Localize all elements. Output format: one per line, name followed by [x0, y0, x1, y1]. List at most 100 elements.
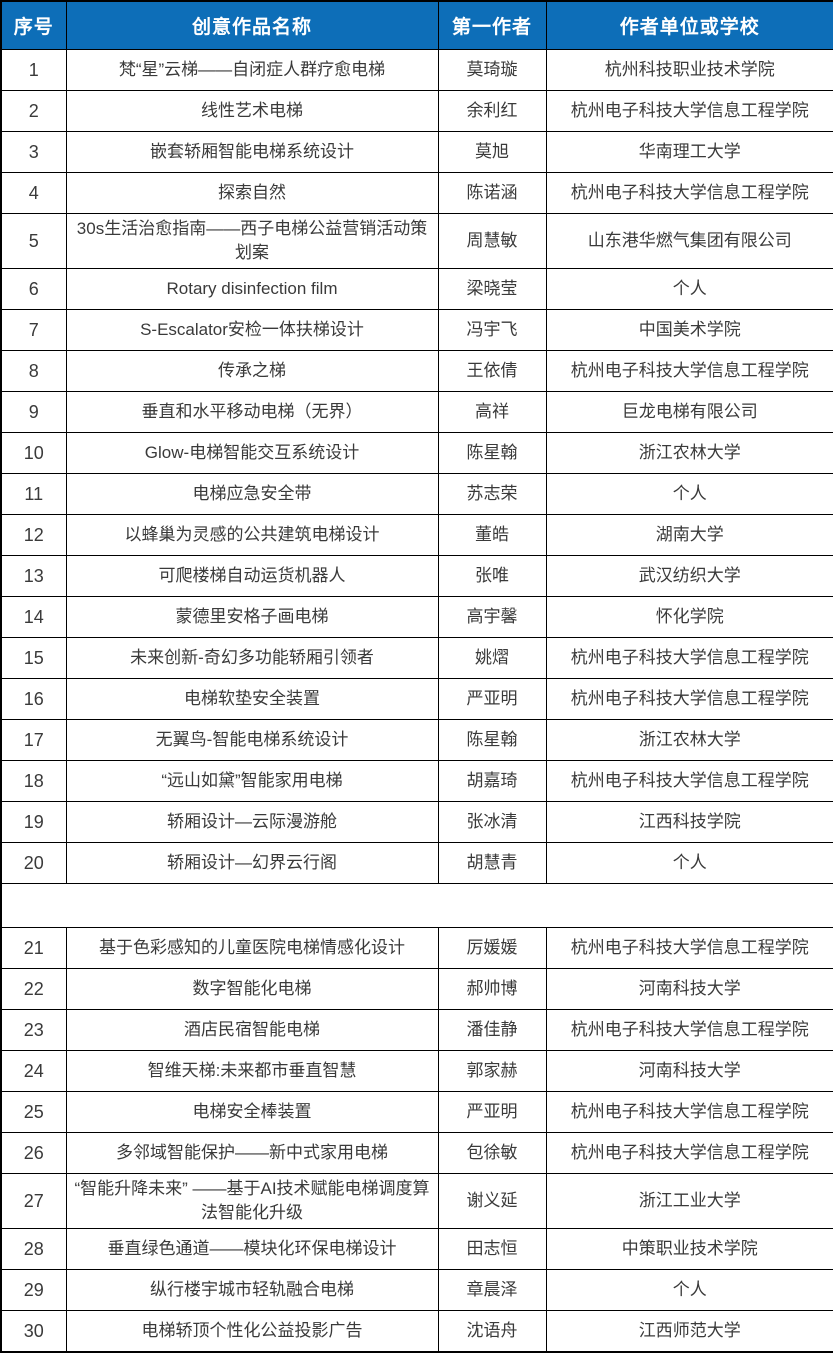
cell-title: Rotary disinfection film	[65, 268, 439, 310]
cell-author: 高宇馨	[437, 596, 547, 638]
cell-title: “远山如黛”智能家用电梯	[65, 760, 439, 802]
cell-title: 电梯应急安全带	[65, 473, 439, 515]
table-header: 序号 创意作品名称 第一作者 作者单位或学校	[0, 0, 833, 50]
cell-org: 浙江农林大学	[545, 432, 833, 474]
cell-org: 巨龙电梯有限公司	[545, 391, 833, 433]
cell-title: 探索自然	[65, 172, 439, 214]
cell-title: 基于色彩感知的儿童医院电梯情感化设计	[65, 927, 439, 969]
cell-author: 田志恒	[437, 1228, 547, 1270]
cell-title: Glow-电梯智能交互系统设计	[65, 432, 439, 474]
cell-org: 杭州电子科技大学信息工程学院	[545, 927, 833, 969]
cell-title: 电梯软垫安全装置	[65, 678, 439, 720]
cell-index: 22	[0, 968, 67, 1010]
cell-title: 以蜂巢为灵感的公共建筑电梯设计	[65, 514, 439, 556]
cell-author: 潘佳静	[437, 1009, 547, 1051]
cell-org: 杭州电子科技大学信息工程学院	[545, 350, 833, 392]
table-row: 6 Rotary disinfection film 梁晓莹 个人	[0, 268, 833, 310]
cell-author: 莫琦璇	[437, 49, 547, 91]
cell-title: 酒店民宿智能电梯	[65, 1009, 439, 1051]
cell-author: 冯宇飞	[437, 309, 547, 351]
cell-title: 电梯安全棒装置	[65, 1091, 439, 1133]
cell-org: 杭州电子科技大学信息工程学院	[545, 90, 833, 132]
empty-spacer-cell	[0, 883, 833, 928]
cell-org: 浙江农林大学	[545, 719, 833, 761]
table-row: 4 探索自然 陈诺涵 杭州电子科技大学信息工程学院	[0, 172, 833, 214]
header-row: 序号 创意作品名称 第一作者 作者单位或学校	[0, 0, 833, 50]
cell-index: 4	[0, 172, 67, 214]
cell-index: 6	[0, 268, 67, 310]
cell-author: 陈星翰	[437, 432, 547, 474]
cell-org: 中国美术学院	[545, 309, 833, 351]
cell-index: 3	[0, 131, 67, 173]
table-row: 9 垂直和水平移动电梯（无界） 高祥 巨龙电梯有限公司	[0, 391, 833, 433]
cell-title: 数字智能化电梯	[65, 968, 439, 1010]
cell-title: 蒙德里安格子画电梯	[65, 596, 439, 638]
cell-title: 嵌套轿厢智能电梯系统设计	[65, 131, 439, 173]
cell-index: 26	[0, 1132, 67, 1174]
cell-author: 陈星翰	[437, 719, 547, 761]
table-row: 12 以蜂巢为灵感的公共建筑电梯设计 董皓 湖南大学	[0, 514, 833, 556]
table-row: 16 电梯软垫安全装置 严亚明 杭州电子科技大学信息工程学院	[0, 678, 833, 720]
cell-org: 杭州科技职业技术学院	[545, 49, 833, 91]
cell-title: 电梯轿顶个性化公益投影广告	[65, 1310, 439, 1352]
cell-org: 河南科技大学	[545, 968, 833, 1010]
cell-author: 姚熠	[437, 637, 547, 679]
cell-org: 杭州电子科技大学信息工程学院	[545, 1091, 833, 1133]
column-header-title: 创意作品名称	[65, 0, 439, 50]
cell-title: 垂直和水平移动电梯（无界）	[65, 391, 439, 433]
cell-author: 严亚明	[437, 1091, 547, 1133]
cell-org: 杭州电子科技大学信息工程学院	[545, 1132, 833, 1174]
cell-index: 30	[0, 1310, 67, 1352]
table-row: 30 电梯轿顶个性化公益投影广告 沈语舟 江西师范大学	[0, 1310, 833, 1352]
cell-author: 周慧敏	[437, 213, 547, 269]
table-row: 15 未来创新-奇幻多功能轿厢引领者 姚熠 杭州电子科技大学信息工程学院	[0, 637, 833, 679]
table-row: 28 垂直绿色通道——模块化环保电梯设计 田志恒 中策职业技术学院	[0, 1228, 833, 1270]
cell-index: 14	[0, 596, 67, 638]
table-row: 25 电梯安全棒装置 严亚明 杭州电子科技大学信息工程学院	[0, 1091, 833, 1133]
table-row: 24 智维天梯:未来都市垂直智慧 郭家赫 河南科技大学	[0, 1050, 833, 1092]
cell-index: 20	[0, 842, 67, 884]
cell-title: 轿厢设计—幻界云行阁	[65, 842, 439, 884]
cell-org: 个人	[545, 473, 833, 515]
cell-index: 19	[0, 801, 67, 843]
cell-org: 中策职业技术学院	[545, 1228, 833, 1270]
cell-title: 传承之梯	[65, 350, 439, 392]
cell-org: 浙江工业大学	[545, 1173, 833, 1229]
cell-index: 28	[0, 1228, 67, 1270]
cell-index: 23	[0, 1009, 67, 1051]
table-row: 29 纵行楼宇城市轻轨融合电梯 章晨泽 个人	[0, 1269, 833, 1311]
cell-org: 杭州电子科技大学信息工程学院	[545, 637, 833, 679]
cell-author: 包徐敏	[437, 1132, 547, 1174]
cell-title: 智维天梯:未来都市垂直智慧	[65, 1050, 439, 1092]
cell-author: 胡慧青	[437, 842, 547, 884]
cell-index: 13	[0, 555, 67, 597]
cell-author: 陈诺涵	[437, 172, 547, 214]
cell-index: 1	[0, 49, 67, 91]
cell-author: 严亚明	[437, 678, 547, 720]
cell-title: “智能升降未来” ——基于AI技术赋能电梯调度算法智能化升级	[65, 1173, 439, 1229]
table-row: 8 传承之梯 王依倩 杭州电子科技大学信息工程学院	[0, 350, 833, 392]
table-row: 14 蒙德里安格子画电梯 高宇馨 怀化学院	[0, 596, 833, 638]
cell-author: 郝帅博	[437, 968, 547, 1010]
column-header-org: 作者单位或学校	[545, 0, 833, 50]
cell-author: 胡嘉琦	[437, 760, 547, 802]
cell-org: 江西科技学院	[545, 801, 833, 843]
cell-index: 15	[0, 637, 67, 679]
cell-author: 董皓	[437, 514, 547, 556]
cell-org: 个人	[545, 1269, 833, 1311]
table-row: 1 梵“星”云梯——自闭症人群疗愈电梯 莫琦璇 杭州科技职业技术学院	[0, 49, 833, 91]
cell-index: 2	[0, 90, 67, 132]
cell-title: 梵“星”云梯——自闭症人群疗愈电梯	[65, 49, 439, 91]
cell-index: 17	[0, 719, 67, 761]
cell-author: 王依倩	[437, 350, 547, 392]
table-row: 2 线性艺术电梯 余利红 杭州电子科技大学信息工程学院	[0, 90, 833, 132]
cell-author: 高祥	[437, 391, 547, 433]
cell-org: 怀化学院	[545, 596, 833, 638]
table-row: 17 无翼鸟-智能电梯系统设计 陈星翰 浙江农林大学	[0, 719, 833, 761]
cell-title: 垂直绿色通道——模块化环保电梯设计	[65, 1228, 439, 1270]
table-row: 27 “智能升降未来” ——基于AI技术赋能电梯调度算法智能化升级 谢义延 浙江工业大…	[0, 1173, 833, 1229]
table-row: 10 Glow-电梯智能交互系统设计 陈星翰 浙江农林大学	[0, 432, 833, 474]
cell-index: 18	[0, 760, 67, 802]
table-row: 26 多邻域智能保护——新中式家用电梯 包徐敏 杭州电子科技大学信息工程学院	[0, 1132, 833, 1174]
table-row: 13 可爬楼梯自动运货机器人 张唯 武汉纺织大学	[0, 555, 833, 597]
